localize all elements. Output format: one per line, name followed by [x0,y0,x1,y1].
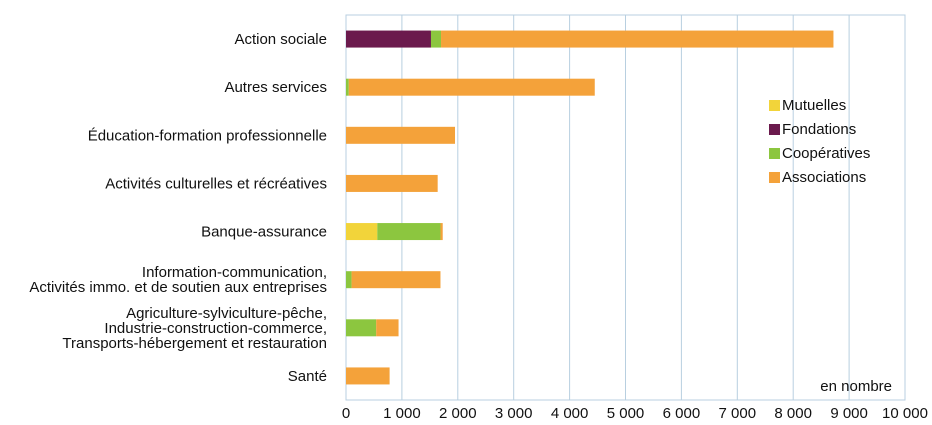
x-tick-labels: 0 1 000 2 000 3 000 4 000 5 000 6 000 7 000 8 00… [342,405,928,422]
bar-segment [346,271,352,289]
legend-swatch [769,124,780,135]
x-tick-label: 8 000 [774,405,812,422]
x-tick-label: 5 000 [607,405,645,422]
legend-label: Coopératives [782,145,870,162]
x-tick-label: 6 000 [663,405,701,422]
x-tick-label: 1 000 [383,405,421,422]
x-tick-label: 9 000 [830,405,868,422]
category-label: Activités culturelles et récréatives [105,175,327,192]
category-label: Autres services [224,79,327,96]
x-tick-label: 10 000 [882,405,928,422]
x-tick-label: 7 000 [719,405,757,422]
legend-swatch [769,172,780,183]
bar-segment [348,78,595,96]
legend-label: Fondations [782,121,856,138]
x-tick-label: 0 [342,405,350,422]
bar-segment [376,319,399,337]
category-label: Action sociale [234,31,327,48]
bar-segment [346,367,390,385]
category-label: Banque-assurance [201,224,327,241]
category-label: Santé [288,368,327,385]
unit-label: en nombre [820,378,892,395]
bar-segment [346,126,456,144]
legend-swatch [769,100,780,111]
bar-segment [441,30,834,48]
bar-segment [346,78,349,96]
category-label: Information-communication, Activités immo… [29,264,327,296]
category-label: Éducation-formation professionnelle [88,127,327,144]
legend: Mutuelles Fondations Coopératives Associati… [769,97,870,186]
category-labels: Action sociale Autres services Éducation-f… [29,31,327,385]
bar-segment [377,223,441,241]
bars [346,30,834,385]
bar-segment [346,223,378,241]
bar-segment [346,30,431,48]
bar-segment [351,271,441,289]
category-label: Agriculture-sylviculture-pêche, Industrie… [62,305,327,352]
bar-segment [346,174,438,192]
legend-label: Mutuelles [782,97,846,114]
legend-swatch [769,148,780,159]
x-tick-label: 4 000 [551,405,589,422]
bar-segment [430,30,442,48]
gridlines [345,15,906,400]
bar-segment [346,319,377,337]
legend-label: Associations [782,169,866,186]
x-tick-label: 2 000 [439,405,477,422]
bar-segment [440,223,443,241]
x-tick-label: 3 000 [495,405,533,422]
